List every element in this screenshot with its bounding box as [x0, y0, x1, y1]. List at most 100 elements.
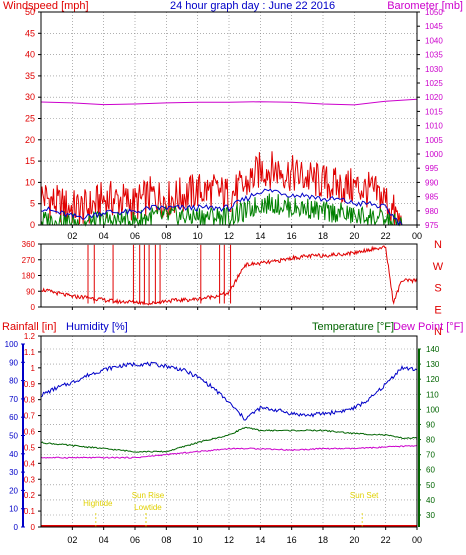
- temp-ytick-label: 100: [426, 405, 440, 414]
- hum-ytick-label: 30: [9, 468, 18, 477]
- temp-ytick-label: 90: [426, 420, 435, 429]
- baro-ytick-label: 975: [425, 221, 439, 230]
- temp-ytick-label: 130: [426, 360, 440, 369]
- wind-xtick-label: 20: [349, 231, 359, 241]
- rain-xtick-label: 04: [99, 535, 109, 545]
- rain-ytick-label: 0.1: [24, 507, 36, 516]
- rain-xtick-label: 02: [67, 535, 77, 545]
- temp-ytick-label: 30: [426, 511, 435, 520]
- wind-xtick-label: 14: [255, 231, 265, 241]
- rain-xtick-label: 10: [193, 535, 203, 545]
- hum-ytick-label: 60: [9, 413, 18, 422]
- baro-ytick-label: 1030: [425, 65, 443, 74]
- hum-ytick-label: 80: [9, 377, 18, 386]
- rain-ytick-label: 1.2: [24, 332, 36, 341]
- wind-xtick-label: 22: [381, 231, 391, 241]
- rain-ytick-label: 0.2: [24, 491, 36, 500]
- event-label: Sun Rise: [132, 491, 165, 500]
- event-label: Hightide: [83, 499, 113, 508]
- rain-ytick-label: 0.8: [24, 396, 36, 405]
- rain-ytick-label: 0.6: [24, 428, 36, 437]
- compass-label: W: [433, 261, 444, 273]
- baro-ytick-label: 995: [425, 164, 439, 173]
- baro-ytick-label: 1050: [425, 8, 443, 17]
- baro-ytick-label: 980: [425, 207, 439, 216]
- wind-avg-line: [40, 188, 417, 226]
- event-label: Lowtide: [134, 503, 162, 512]
- dir-ytick-label: 360: [22, 240, 36, 249]
- compass-label: E: [434, 304, 441, 316]
- graph-title: 24 hour graph day : June 22 2016: [170, 0, 336, 12]
- baro-ytick-label: 1010: [425, 122, 443, 131]
- baro-ytick-label: 1025: [425, 79, 443, 88]
- wind-xtick-label: 12: [224, 231, 234, 241]
- rain-xtick-label: 08: [161, 535, 171, 545]
- rain-xtick-label: 00: [412, 535, 422, 545]
- dir-ytick-label: 180: [22, 272, 36, 281]
- wind-xtick-label: 16: [287, 231, 297, 241]
- wind-ytick-label: 20: [25, 135, 35, 145]
- rainfall-label: Rainfall [in]: [2, 321, 56, 333]
- wind-xtick-label: 02: [67, 231, 77, 241]
- rain-ytick-label: 0.9: [24, 380, 36, 389]
- wind-xtick-label: 08: [161, 231, 171, 241]
- wind-ytick-label: 0: [30, 220, 35, 230]
- wind-xtick-label: 06: [130, 231, 140, 241]
- temp-ytick-label: 40: [426, 496, 435, 505]
- dir-ytick-label: 90: [26, 287, 35, 296]
- baro-ytick-label: 1000: [425, 150, 443, 159]
- dir-ytick-label: 270: [22, 256, 36, 265]
- wind-ytick-label: 30: [25, 92, 35, 102]
- wind-xtick-label: 00: [412, 231, 422, 241]
- compass-label: N: [434, 326, 442, 338]
- rain-xtick-label: 18: [318, 535, 328, 545]
- rain-ytick-label: 1.1: [24, 348, 36, 357]
- humidity-line: [40, 361, 418, 421]
- baro-ytick-label: 1020: [425, 93, 443, 102]
- humidity-label: Humidity [%]: [66, 321, 128, 333]
- temperature-line: [40, 426, 418, 453]
- wind-ytick-label: 15: [25, 156, 35, 166]
- wind-ytick-label: 50: [25, 7, 35, 17]
- baro-line: [40, 98, 418, 106]
- hum-ytick-label: 90: [9, 358, 18, 367]
- hum-ytick-label: 20: [9, 486, 18, 495]
- rain-xtick-label: 20: [349, 535, 359, 545]
- rain-xtick-label: 16: [287, 535, 297, 545]
- temp-ytick-label: 80: [426, 436, 435, 445]
- wind-direction-line: [40, 245, 418, 306]
- wind-ytick-label: 35: [25, 71, 35, 81]
- dewpoint-line: [40, 445, 418, 459]
- wind-ytick-label: 40: [25, 50, 35, 60]
- temp-ytick-label: 70: [426, 451, 435, 460]
- temperature-label: Temperature [°F]: [312, 321, 394, 333]
- rain-ytick-label: 1: [31, 364, 36, 373]
- hum-ytick-label: 10: [9, 505, 18, 514]
- baro-ytick-label: 985: [425, 193, 439, 202]
- hum-ytick-label: 0: [14, 523, 19, 532]
- hum-ytick-label: 50: [9, 432, 18, 441]
- hum-ytick-label: 40: [9, 450, 18, 459]
- rain-xtick-label: 14: [255, 535, 265, 545]
- rain-ytick-label: 0.5: [24, 443, 36, 452]
- hum-ytick-label: 100: [5, 340, 19, 349]
- rain-ytick-label: 0.4: [24, 459, 36, 468]
- wind-xtick-label: 18: [318, 231, 328, 241]
- wind-xtick-label: 10: [193, 231, 203, 241]
- rain-panel-frame: [40, 335, 418, 528]
- dir-panel-frame: [40, 243, 418, 308]
- temp-ytick-label: 140: [426, 345, 440, 354]
- baro-ytick-label: 1040: [425, 36, 443, 45]
- dir-ytick-label: 0: [31, 303, 36, 312]
- baro-ytick-label: 1035: [425, 51, 443, 60]
- baro-ytick-label: 1005: [425, 136, 443, 145]
- rain-xtick-label: 12: [224, 535, 234, 545]
- rain-xtick-label: 06: [130, 535, 140, 545]
- temp-ytick-label: 110: [426, 390, 439, 399]
- wind-ytick-label: 5: [30, 199, 35, 209]
- temp-ytick-label: 50: [426, 481, 435, 490]
- compass-label: N: [434, 239, 442, 251]
- baro-ytick-label: 990: [425, 178, 439, 187]
- baro-ytick-label: 1015: [425, 107, 443, 116]
